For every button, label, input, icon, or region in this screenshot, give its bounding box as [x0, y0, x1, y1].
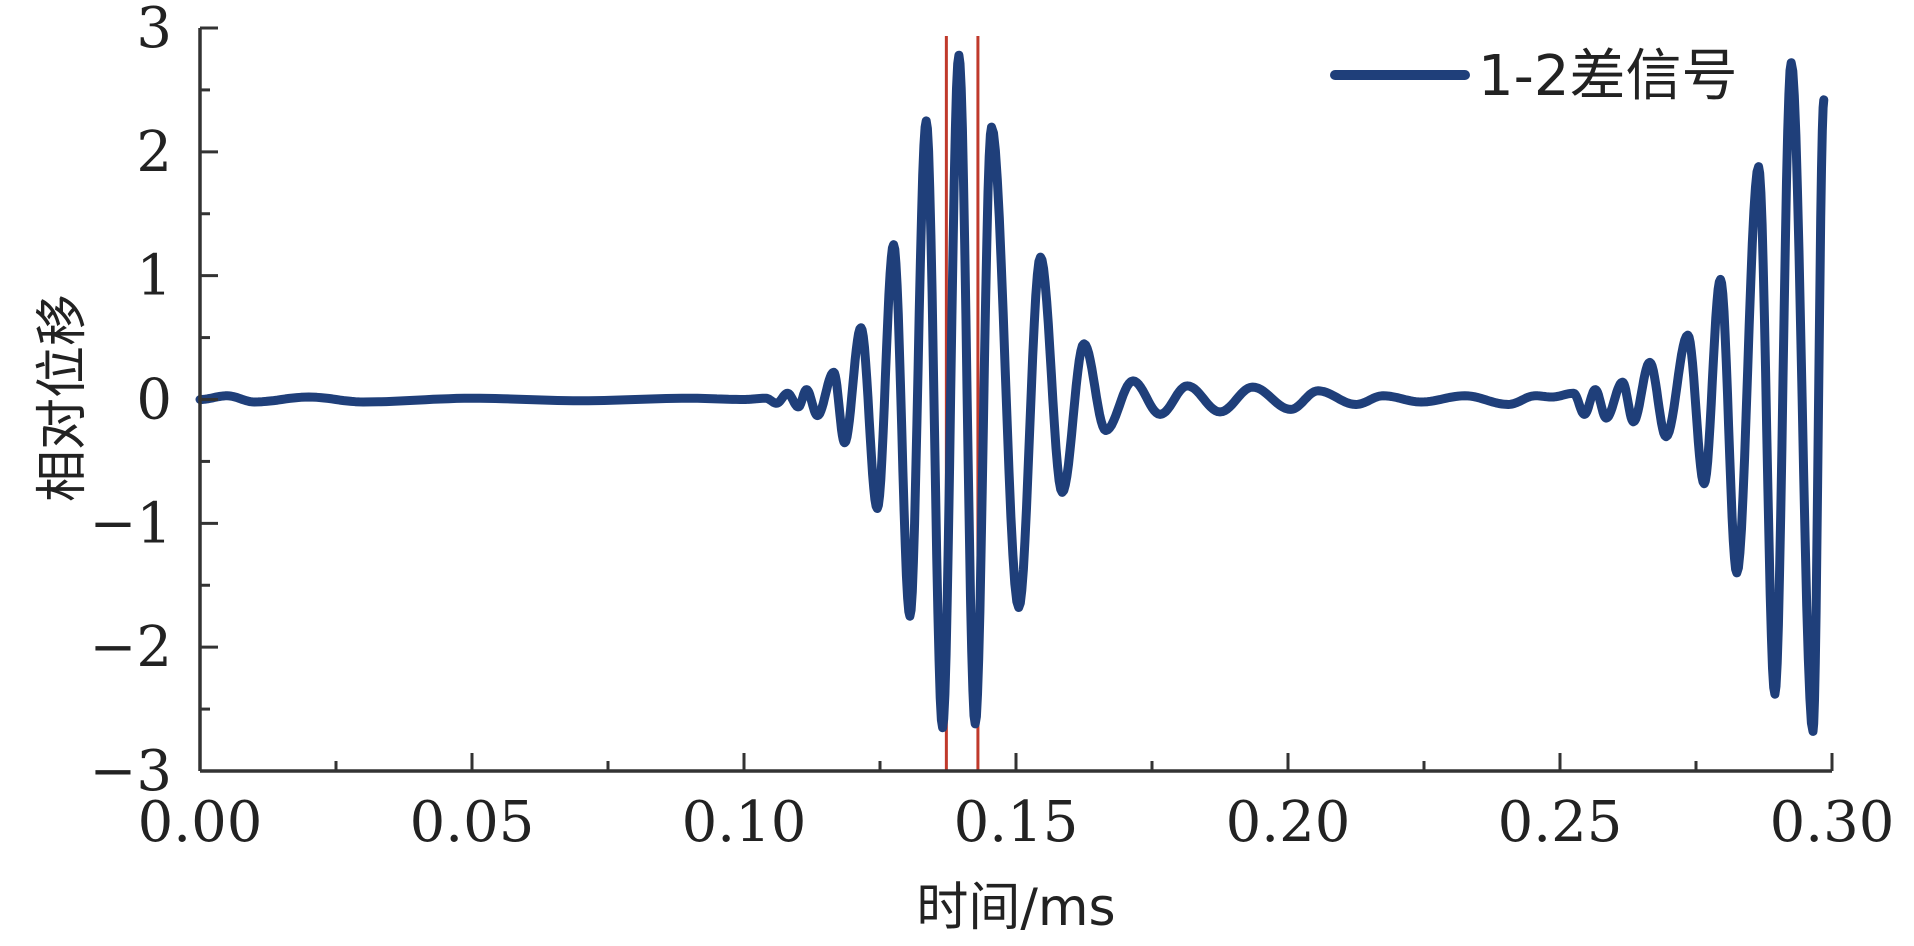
x-tick-label: 0.30: [1770, 790, 1895, 855]
ticks: [198, 26, 1834, 773]
y-tick-label: 0: [136, 368, 172, 433]
y-tick-label: 1: [136, 244, 172, 309]
x-tick-label: 0.00: [138, 790, 263, 855]
x-tick-label: 0.25: [1498, 790, 1623, 855]
tick-labels: 0.00 0.05 0.10 0.15 0.20 0.25 0.30 3 2 1 0 −1 −2 −3: [89, 0, 1894, 855]
legend: 1-2差信号: [1330, 44, 1737, 109]
y-axis-label: 相对位移: [33, 294, 93, 502]
x-axis-label: 时间/ms: [916, 878, 1115, 938]
x-tick-label: 0.20: [1226, 790, 1351, 855]
y-tick-label: −2: [89, 615, 172, 680]
y-tick-label: 2: [136, 120, 172, 185]
y-tick-label: 3: [136, 0, 172, 61]
x-tick-label: 0.15: [954, 790, 1079, 855]
legend-label: 1-2差信号: [1478, 44, 1737, 109]
y-tick-label: −3: [89, 739, 172, 804]
x-tick-label: 0.10: [682, 790, 807, 855]
series-line: [195, 50, 1829, 736]
series-layer: [195, 50, 1829, 736]
x-tick-label: 0.05: [410, 790, 535, 855]
y-tick-label: −1: [89, 491, 172, 556]
